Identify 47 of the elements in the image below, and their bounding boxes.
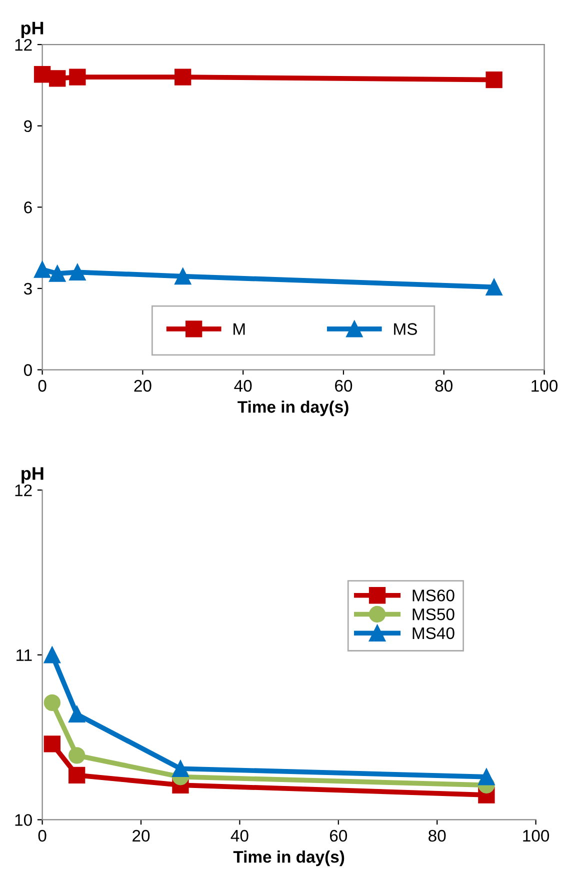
point bbox=[68, 766, 86, 784]
x-tick-label: 100 bbox=[532, 380, 558, 392]
point bbox=[68, 747, 86, 764]
legend-label: MS50 bbox=[412, 608, 454, 620]
point bbox=[44, 736, 61, 752]
y-tick-label: 10 bbox=[15, 814, 32, 826]
y-tick-label: 12 bbox=[15, 484, 32, 496]
point bbox=[69, 68, 86, 86]
point bbox=[49, 265, 66, 282]
x-tick-label: 0 bbox=[38, 830, 46, 842]
x-tick-label: 100 bbox=[523, 830, 550, 842]
point bbox=[68, 706, 86, 723]
y-tick-label: 0 bbox=[24, 364, 32, 376]
x-tick-label: 60 bbox=[330, 830, 348, 842]
legend-label: MS40 bbox=[412, 627, 454, 640]
point bbox=[44, 646, 61, 664]
point bbox=[486, 278, 502, 296]
point bbox=[174, 268, 192, 285]
x-axis-title: Time in day(s) bbox=[238, 400, 348, 416]
x-tick-label: 40 bbox=[230, 830, 248, 842]
x-tick-label: 80 bbox=[435, 380, 452, 392]
legend-label: MS bbox=[394, 323, 417, 335]
x-axis-title: Time in day(s) bbox=[233, 850, 344, 866]
y-tick-label: 3 bbox=[24, 282, 32, 295]
point bbox=[172, 760, 189, 777]
x-tick-label: 20 bbox=[134, 380, 152, 392]
y-tick-label: 6 bbox=[24, 202, 32, 214]
point bbox=[478, 768, 495, 786]
point bbox=[44, 694, 61, 712]
point bbox=[34, 66, 51, 83]
y-axis-title: pH bbox=[22, 467, 44, 484]
legend-label: MS60 bbox=[412, 590, 454, 602]
x-tick-label: 40 bbox=[234, 380, 252, 392]
point bbox=[49, 70, 66, 87]
x-tick-label: 0 bbox=[38, 380, 46, 392]
point bbox=[69, 264, 86, 281]
point bbox=[174, 68, 192, 86]
y-tick-label: 11 bbox=[16, 649, 32, 661]
y-axis-title: pH bbox=[21, 22, 44, 38]
x-tick-label: 80 bbox=[428, 830, 446, 842]
legend-label: M bbox=[234, 323, 245, 335]
point bbox=[486, 71, 502, 88]
y-tick-label: 12 bbox=[15, 38, 32, 51]
point bbox=[34, 261, 51, 278]
x-tick-label: 60 bbox=[335, 380, 352, 392]
x-tick-label: 20 bbox=[132, 830, 150, 842]
y-tick-label: 9 bbox=[24, 120, 32, 132]
